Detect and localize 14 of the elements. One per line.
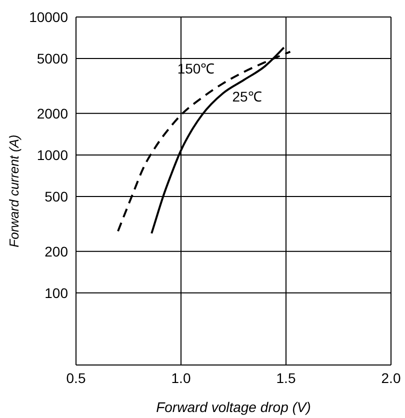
y-tick-label: 100 <box>44 284 68 301</box>
x-tick-label: 0.5 <box>66 370 86 386</box>
y-tick-label: 10000 <box>29 8 68 25</box>
series-label: 25℃ <box>232 88 262 104</box>
y-axis-title: Forward current (A) <box>6 134 22 248</box>
y-tick-label: 2000 <box>36 105 68 122</box>
x-tick-label: 2.0 <box>381 370 401 386</box>
x-tick-label: 1.0 <box>171 370 191 386</box>
y-tick-label: 1000 <box>36 146 68 163</box>
y-tick-label: 500 <box>44 188 68 204</box>
x-tick-label: 1.5 <box>276 370 296 386</box>
y-tick-label: 200 <box>44 243 68 260</box>
x-axis-title: Forward voltage drop (V) <box>156 399 311 415</box>
y-tick-label: 5000 <box>36 50 68 66</box>
